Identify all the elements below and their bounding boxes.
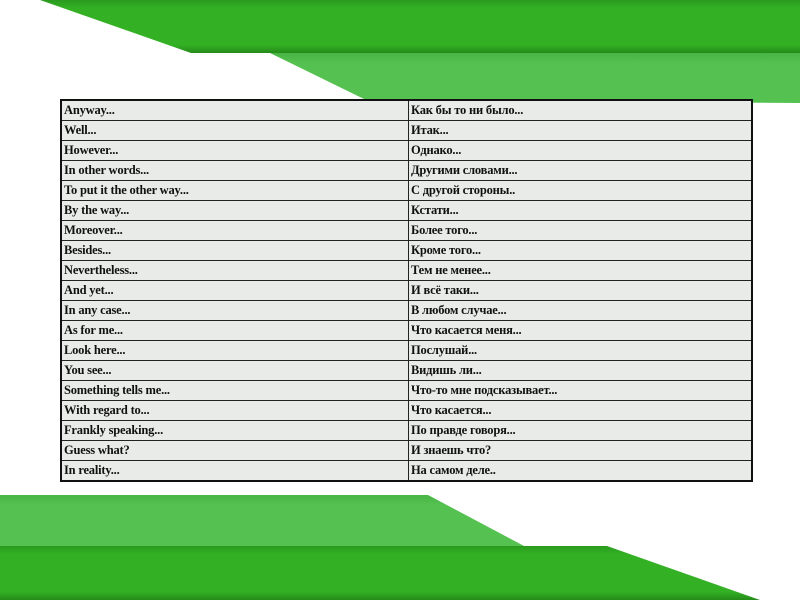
table-row: With regard to... Что касается... — [60, 400, 753, 421]
russian-translation: Итак... — [408, 120, 753, 141]
russian-translation: Более того... — [408, 220, 753, 241]
table-row: In any case... В любом случае... — [60, 300, 753, 321]
english-phrase: Nevertheless... — [60, 260, 409, 281]
english-phrase: However... — [60, 140, 409, 161]
table-row: By the way... Кстати... — [60, 200, 753, 221]
russian-translation: На самом деле.. — [408, 460, 753, 482]
russian-translation: Послушай... — [408, 340, 753, 361]
english-phrase: To put it the other way... — [60, 180, 409, 201]
russian-translation: Что касается... — [408, 400, 753, 421]
table-row: And yet... И всё таки... — [60, 280, 753, 301]
russian-translation: Другими словами... — [408, 160, 753, 181]
russian-translation: Видишь ли... — [408, 360, 753, 381]
table-row: Well... Итак... — [60, 120, 753, 141]
russian-translation: Кстати... — [408, 200, 753, 221]
english-phrase: By the way... — [60, 200, 409, 221]
english-phrase: Frankly speaking... — [60, 420, 409, 441]
english-phrase: Look here... — [60, 340, 409, 361]
bottom-dark-band — [0, 546, 760, 600]
table-row: Frankly speaking... По правде говоря... — [60, 420, 753, 441]
table-row: Something tells me... Что-то мне подсказы… — [60, 380, 753, 401]
table-row: Anyway... Как бы то ни было... — [60, 99, 753, 121]
english-phrase: Besides... — [60, 240, 409, 261]
table-row: Moreover... Более того... — [60, 220, 753, 241]
top-light-band — [270, 53, 800, 103]
phrases-table: Anyway... Как бы то ни было... Well... Итак… — [60, 99, 753, 482]
english-phrase: Well... — [60, 120, 409, 141]
table-row: Look here... Послушай... — [60, 340, 753, 361]
russian-translation: Тем не менее... — [408, 260, 753, 281]
english-phrase: Anyway... — [60, 99, 409, 121]
table-row: You see... Видишь ли... — [60, 360, 753, 381]
english-phrase: Guess what? — [60, 440, 409, 461]
english-phrase: Moreover... — [60, 220, 409, 241]
english-phrase: In reality... — [60, 460, 409, 482]
table-row: To put it the other way... С другой сторо… — [60, 180, 753, 201]
english-phrase: In other words... — [60, 160, 409, 181]
russian-translation: Кроме того... — [408, 240, 753, 261]
russian-translation: Что касается меня... — [408, 320, 753, 341]
table-row: Besides... Кроме того... — [60, 240, 753, 261]
table-row: Guess what? И знаешь что? — [60, 440, 753, 461]
russian-translation: И знаешь что? — [408, 440, 753, 461]
english-phrase: You see... — [60, 360, 409, 381]
english-phrase: As for me... — [60, 320, 409, 341]
russian-translation: В любом случае... — [408, 300, 753, 321]
table-row: In other words... Другими словами... — [60, 160, 753, 181]
russian-translation: Как бы то ни было... — [408, 99, 753, 121]
russian-translation: Что-то мне подсказывает... — [408, 380, 753, 401]
russian-translation: Однако... — [408, 140, 753, 161]
english-phrase: In any case... — [60, 300, 409, 321]
table-row: As for me... Что касается меня... — [60, 320, 753, 341]
table-row: However... Однако... — [60, 140, 753, 161]
english-phrase: And yet... — [60, 280, 409, 301]
russian-translation: По правде говоря... — [408, 420, 753, 441]
top-dark-band — [40, 0, 800, 53]
english-phrase: Something tells me... — [60, 380, 409, 401]
english-phrase: With regard to... — [60, 400, 409, 421]
table-row: Nevertheless... Тем не менее... — [60, 260, 753, 281]
bottom-light-band — [0, 495, 526, 547]
table-row: In reality... На самом деле.. — [60, 460, 753, 482]
russian-translation: И всё таки... — [408, 280, 753, 301]
russian-translation: С другой стороны.. — [408, 180, 753, 201]
